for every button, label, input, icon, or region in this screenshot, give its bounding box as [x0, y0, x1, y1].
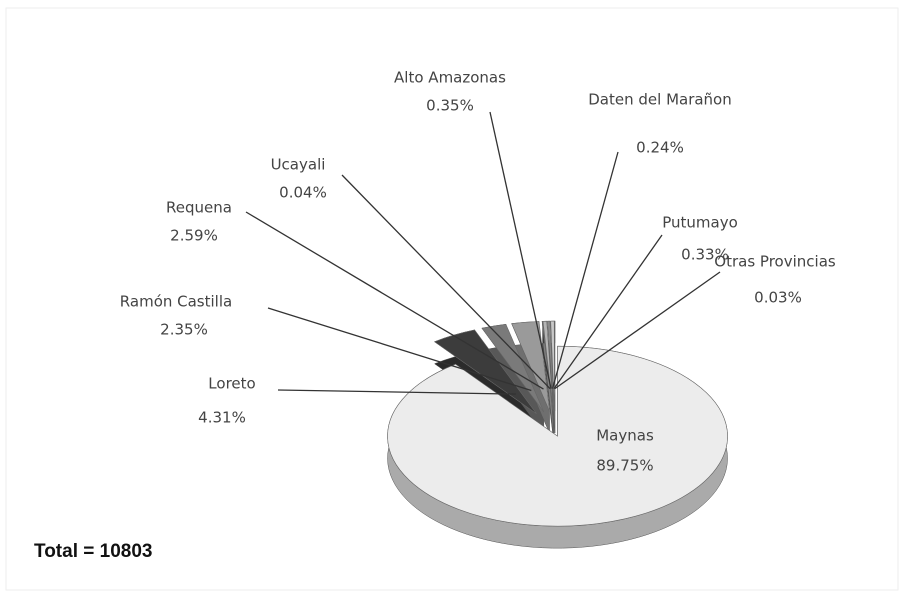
leader-line	[554, 271, 721, 390]
leader-line	[267, 307, 532, 392]
category-label: Loreto	[208, 375, 255, 393]
leader-line	[489, 111, 552, 389]
value-label: 0.03%	[754, 289, 802, 307]
category-label: Requena	[166, 199, 232, 217]
slice	[511, 321, 550, 412]
value-label: 4.31%	[198, 409, 246, 427]
category-label: Putumayo	[662, 214, 738, 232]
leader-line	[553, 234, 663, 389]
category-label: Otras Provincias	[714, 253, 836, 271]
value-label: 0.04%	[279, 184, 327, 202]
value-label: 89.75%	[596, 457, 653, 475]
value-label: 0.24%	[636, 139, 684, 157]
value-label: 0.35%	[426, 97, 474, 115]
category-label: Ucayali	[271, 156, 326, 174]
leader-line	[341, 174, 551, 390]
leader-line	[245, 211, 544, 390]
category-label: Ramón Castilla	[120, 293, 232, 311]
value-label: 2.35%	[160, 321, 208, 339]
category-label: Maynas	[596, 427, 654, 445]
leader-line	[551, 151, 619, 389]
value-label: 2.59%	[170, 227, 218, 245]
category-label: Alto Amazonas	[394, 69, 506, 87]
slice	[547, 320, 555, 412]
slice	[387, 345, 728, 527]
slice	[550, 320, 555, 412]
total-annotation: Total = 10803	[34, 541, 152, 562]
category-label: Daten del Marañon	[588, 91, 732, 109]
leader-line	[277, 389, 516, 395]
value-label: 0.33%	[681, 246, 729, 264]
